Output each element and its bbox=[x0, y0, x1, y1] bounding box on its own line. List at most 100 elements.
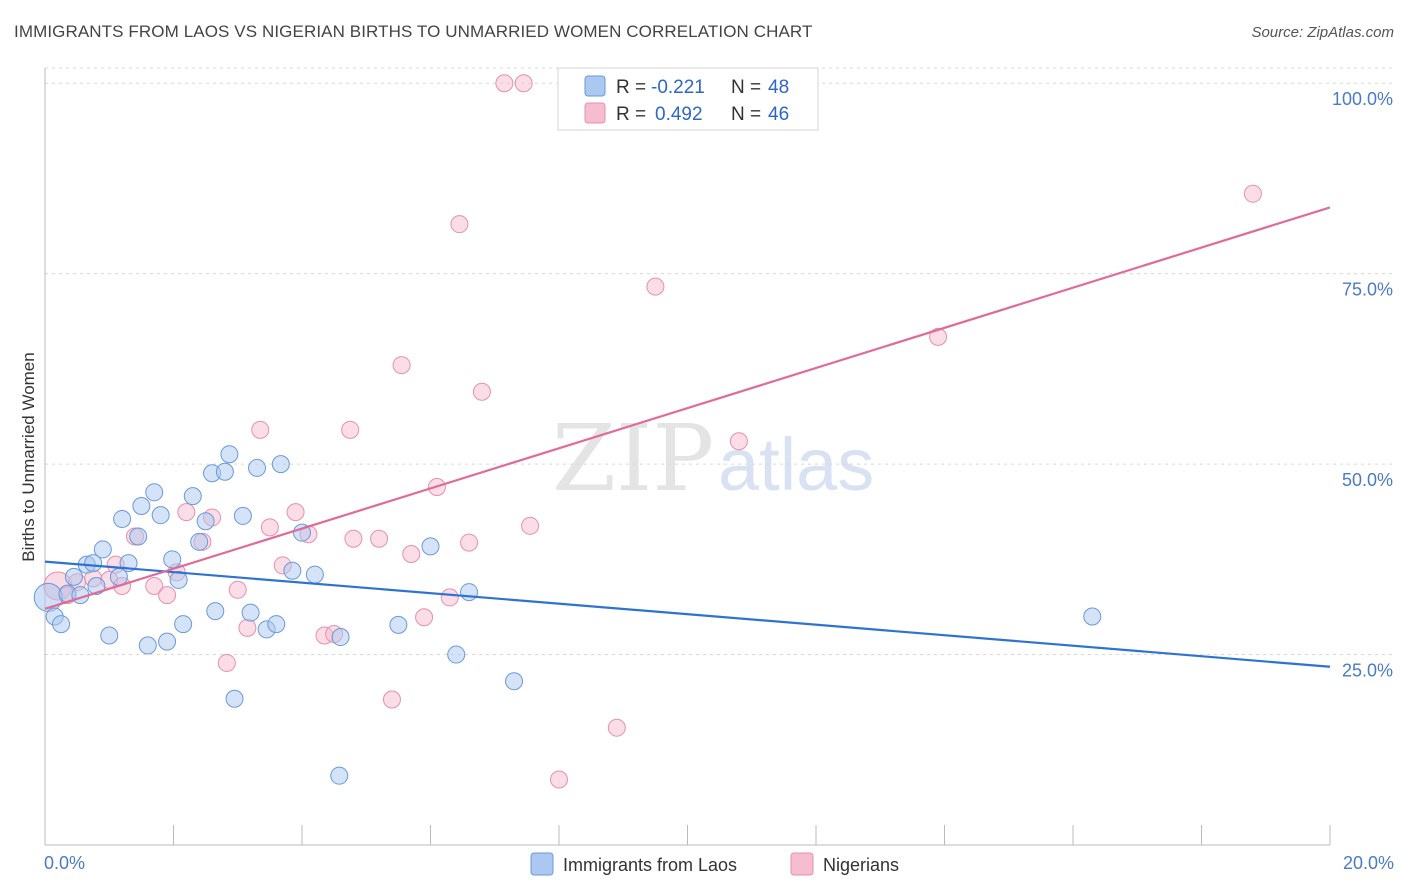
scatter-point-pink bbox=[929, 327, 948, 346]
scatter-point-blue bbox=[225, 689, 244, 708]
legend-swatch-pink bbox=[584, 102, 606, 124]
watermark-zip: ZIP bbox=[552, 405, 714, 512]
legend-r-value-1: -0.221 bbox=[651, 77, 705, 98]
chart-title: IMMIGRANTS FROM LAOS VS NIGERIAN BIRTHS … bbox=[14, 22, 813, 41]
legend-label-laos: Immigrants from Laos bbox=[563, 855, 737, 875]
scatter-point-blue bbox=[305, 565, 324, 584]
legend-swatch-blue bbox=[584, 75, 606, 97]
y-tick-label: 50.0% bbox=[1342, 470, 1393, 490]
scatter-point-pink bbox=[440, 588, 459, 607]
scatter-point-pink bbox=[495, 74, 514, 93]
scatter-point-blue bbox=[132, 497, 151, 516]
legend-swatch-nigerians bbox=[790, 852, 814, 876]
scatter-point-pink bbox=[382, 690, 401, 709]
scatter-point-pink bbox=[402, 545, 421, 564]
scatter-point-pink bbox=[286, 503, 305, 522]
series-immigrants-from-laos bbox=[33, 445, 1102, 785]
legend-swatch-laos bbox=[530, 852, 554, 876]
scatter-point-pink bbox=[145, 577, 164, 595]
scatter-point-blue bbox=[505, 672, 524, 691]
scatter-point-blue bbox=[174, 615, 193, 634]
scatter-point-blue bbox=[283, 561, 302, 580]
legend-n-label-1: N = bbox=[731, 77, 761, 98]
scatter-point-pink bbox=[392, 356, 411, 375]
series-legend: Immigrants from Laos Nigerians bbox=[530, 852, 899, 876]
grid-lines bbox=[45, 67, 1392, 656]
x-axis-ticks bbox=[173, 825, 1331, 845]
x-tick-label-max: 20.0% bbox=[1343, 853, 1394, 873]
scatter-point-blue bbox=[93, 540, 112, 559]
scatter-point-blue bbox=[169, 570, 188, 589]
scatter-point-blue bbox=[331, 628, 350, 647]
scatter-point-pink bbox=[217, 653, 236, 672]
trend-lines bbox=[44, 206, 1331, 668]
legend-label-nigerians: Nigerians bbox=[823, 855, 899, 875]
scatter-point-blue bbox=[183, 487, 202, 506]
scatter-point-pink bbox=[177, 503, 196, 522]
scatter-point-pink bbox=[341, 420, 360, 439]
y-tick-label: 75.0% bbox=[1342, 280, 1393, 300]
scatter-point-blue bbox=[196, 512, 215, 531]
scatter-point-blue bbox=[271, 455, 290, 474]
scatter-point-blue bbox=[460, 583, 479, 602]
scatter-point-blue bbox=[52, 615, 71, 634]
scatter-point-blue bbox=[64, 567, 83, 586]
scatter-point-blue bbox=[330, 766, 349, 785]
scatter-point-blue bbox=[241, 603, 260, 622]
scatter-point-pink bbox=[238, 618, 257, 637]
scatter-point-pink bbox=[550, 770, 568, 789]
scatter-point-blue bbox=[293, 523, 311, 542]
y-tick-label: 100.0% bbox=[1332, 89, 1393, 109]
scatter-point-blue bbox=[100, 626, 119, 645]
scatter-point-blue bbox=[129, 527, 148, 546]
scatter-point-pink bbox=[1243, 184, 1262, 203]
scatter-point-blue bbox=[421, 537, 440, 556]
scatter-point-blue bbox=[447, 645, 466, 664]
legend-n-label-2: N = bbox=[731, 104, 761, 125]
scatter-point-blue bbox=[113, 509, 132, 528]
scatter-point-blue bbox=[87, 577, 106, 595]
trend-line-pink bbox=[44, 206, 1331, 610]
scatter-point-blue bbox=[1083, 607, 1102, 626]
scatter-point-pink bbox=[450, 215, 469, 234]
scatter-point-pink bbox=[460, 533, 479, 552]
scatter-point-blue bbox=[145, 483, 164, 502]
scatter-point-pink bbox=[344, 529, 363, 548]
scatter-point-pink bbox=[260, 518, 279, 537]
scatter-point-pink bbox=[521, 516, 540, 535]
scatter-point-blue bbox=[206, 602, 225, 621]
scatter-point-blue bbox=[233, 506, 252, 525]
y-axis-tick-labels: 25.0% 50.0% 75.0% 100.0% bbox=[1332, 89, 1393, 680]
scatter-point-blue bbox=[267, 615, 286, 634]
scatter-point-blue bbox=[138, 636, 157, 655]
scatter-point-pink bbox=[607, 718, 626, 737]
legend-r-label-2: R = bbox=[616, 104, 646, 125]
scatter-point-blue bbox=[84, 554, 103, 573]
scatter-point-blue bbox=[248, 458, 267, 477]
scatter-point-pink bbox=[251, 420, 270, 439]
correlation-legend: R = -0.221 N = 48 R = 0.492 N = 46 bbox=[557, 67, 819, 131]
scatter-point-blue bbox=[151, 506, 170, 525]
legend-r-value-2: 0.492 bbox=[655, 104, 703, 125]
scatter-point-pink bbox=[514, 74, 533, 93]
scatter-point-pink bbox=[646, 277, 665, 296]
y-axis-label: Births to Unmarried Women bbox=[19, 352, 38, 561]
trend-line-blue bbox=[44, 560, 1331, 668]
scatter-point-pink bbox=[472, 382, 491, 401]
x-tick-label-min: 0.0% bbox=[44, 853, 85, 873]
scatter-point-blue bbox=[215, 462, 234, 481]
scatter-point-blue bbox=[220, 445, 239, 464]
scatter-point-blue bbox=[163, 550, 182, 569]
scatter-point-pink bbox=[415, 608, 434, 627]
scatter-point-pink bbox=[158, 586, 177, 605]
scatter-point-blue bbox=[190, 532, 209, 551]
legend-r-label-1: R = bbox=[616, 77, 646, 98]
scatter-point-pink bbox=[729, 432, 748, 451]
y-tick-label: 25.0% bbox=[1342, 661, 1393, 681]
scatter-point-pink bbox=[228, 580, 247, 599]
scatter-point-pink bbox=[370, 529, 389, 548]
source-label: Source: ZipAtlas.com bbox=[1251, 24, 1394, 41]
legend-n-value-1: 48 bbox=[768, 77, 789, 98]
scatter-point-blue bbox=[389, 615, 408, 634]
